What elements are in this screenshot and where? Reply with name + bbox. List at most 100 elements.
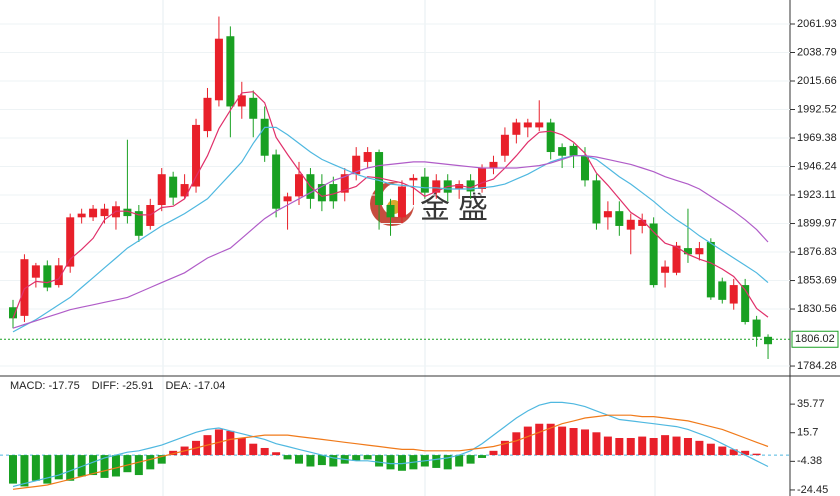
y-tick-label: 2015.66: [797, 75, 837, 87]
macd-bar: [363, 455, 372, 460]
candle-body: [661, 266, 670, 273]
ma-line: [12, 91, 769, 319]
macd-bar: [272, 452, 281, 456]
y-tick-label: 1923.11: [797, 189, 836, 201]
candle-body: [466, 180, 475, 192]
macd-bar: [77, 455, 86, 477]
macd-bar: [329, 455, 338, 467]
macd-bar: [535, 423, 544, 456]
candle-body: [695, 248, 704, 255]
candle-body: [752, 319, 761, 337]
candle-body: [386, 205, 395, 218]
macd-bar: [283, 455, 292, 460]
candle-body: [432, 180, 441, 193]
macd-bar: [397, 455, 406, 471]
candle-body: [592, 180, 601, 224]
macd-bar: [729, 449, 738, 456]
candle-body: [649, 223, 658, 286]
macd-bar: [489, 450, 498, 456]
macd-bar: [626, 437, 635, 456]
ma-line: [12, 155, 769, 329]
candle-body: [363, 152, 372, 162]
candle-body: [157, 174, 166, 206]
macd-bar: [306, 455, 315, 467]
macd-label: DIFF: -25.91: [92, 380, 154, 392]
macd-bar: [146, 455, 155, 470]
macd-bar: [111, 455, 120, 477]
candle-body: [706, 241, 715, 298]
candle-body: [558, 147, 567, 156]
candle-body: [100, 208, 109, 217]
y-tick-label: 1876.83: [797, 246, 837, 258]
macd-bar: [66, 455, 75, 481]
macd-bar: [123, 455, 132, 473]
candle-body: [352, 155, 361, 175]
candle-body: [329, 184, 338, 202]
macd-bar: [615, 437, 624, 456]
candle-body: [180, 184, 189, 197]
macd-bar: [672, 436, 681, 456]
macd-bar: [226, 430, 235, 456]
candle-body: [409, 177, 418, 181]
macd-bar: [89, 455, 98, 476]
macd-bar: [592, 432, 601, 456]
macd-bar: [661, 435, 670, 456]
candle-body: [123, 208, 132, 217]
candle-body: [66, 217, 75, 267]
macd-label: MACD: -17.75: [10, 380, 80, 392]
y-tick-label: -4.38: [797, 455, 822, 467]
macd-bar: [134, 455, 143, 476]
y-tick-label: 1992.52: [797, 103, 837, 115]
candle-body: [134, 211, 143, 236]
y-tick-label: 1946.24: [797, 160, 837, 172]
macd-bar: [466, 455, 475, 464]
candle-body: [20, 259, 29, 316]
candle-body: [272, 154, 281, 209]
macd-bar: [512, 432, 521, 456]
macd-bar: [295, 455, 303, 464]
candle-body: [603, 211, 612, 218]
y-tick-label: -24.45: [797, 484, 828, 496]
macd-bar: [569, 428, 578, 456]
last-price-box: [791, 330, 839, 348]
macd-bar: [43, 455, 52, 484]
macd-bar: [443, 455, 452, 470]
macd-bar: [706, 443, 715, 456]
macd-bar: [9, 455, 17, 484]
macd-bar: [558, 426, 567, 456]
y-tick-label: 2061.93: [797, 18, 837, 30]
diff-line: [12, 401, 769, 488]
y-tick-label: 1969.38: [797, 132, 837, 144]
candle-body: [249, 97, 258, 119]
candle-body: [375, 152, 384, 206]
candle-body: [638, 219, 647, 226]
macd-bar: [169, 450, 178, 456]
candle-body: [192, 124, 201, 187]
macd-bar: [455, 455, 464, 467]
last-price-label: 1806.02: [795, 333, 835, 345]
candle-body: [764, 336, 773, 345]
macd-bar: [100, 455, 109, 478]
macd-bar: [638, 436, 647, 456]
macd-bar: [500, 440, 509, 456]
macd-bar: [317, 455, 326, 466]
dea-line: [12, 414, 769, 490]
y-tick-label: 1853.69: [797, 274, 837, 286]
candle-body: [489, 161, 498, 169]
macd-bar: [649, 437, 658, 456]
candle-body: [626, 219, 635, 230]
macd-bar: [237, 437, 246, 456]
macd-bar: [432, 455, 441, 468]
candle-body: [455, 184, 464, 189]
candle-body: [283, 196, 292, 202]
candle-body: [317, 184, 326, 202]
candle-body: [237, 95, 246, 107]
y-tick-label: 1899.97: [797, 217, 837, 229]
candle-body: [203, 97, 212, 132]
candle-body: [340, 174, 349, 193]
y-tick-label: 35.77: [797, 398, 825, 410]
y-tick-label: 2038.79: [797, 46, 837, 58]
macd-bar: [603, 436, 612, 456]
